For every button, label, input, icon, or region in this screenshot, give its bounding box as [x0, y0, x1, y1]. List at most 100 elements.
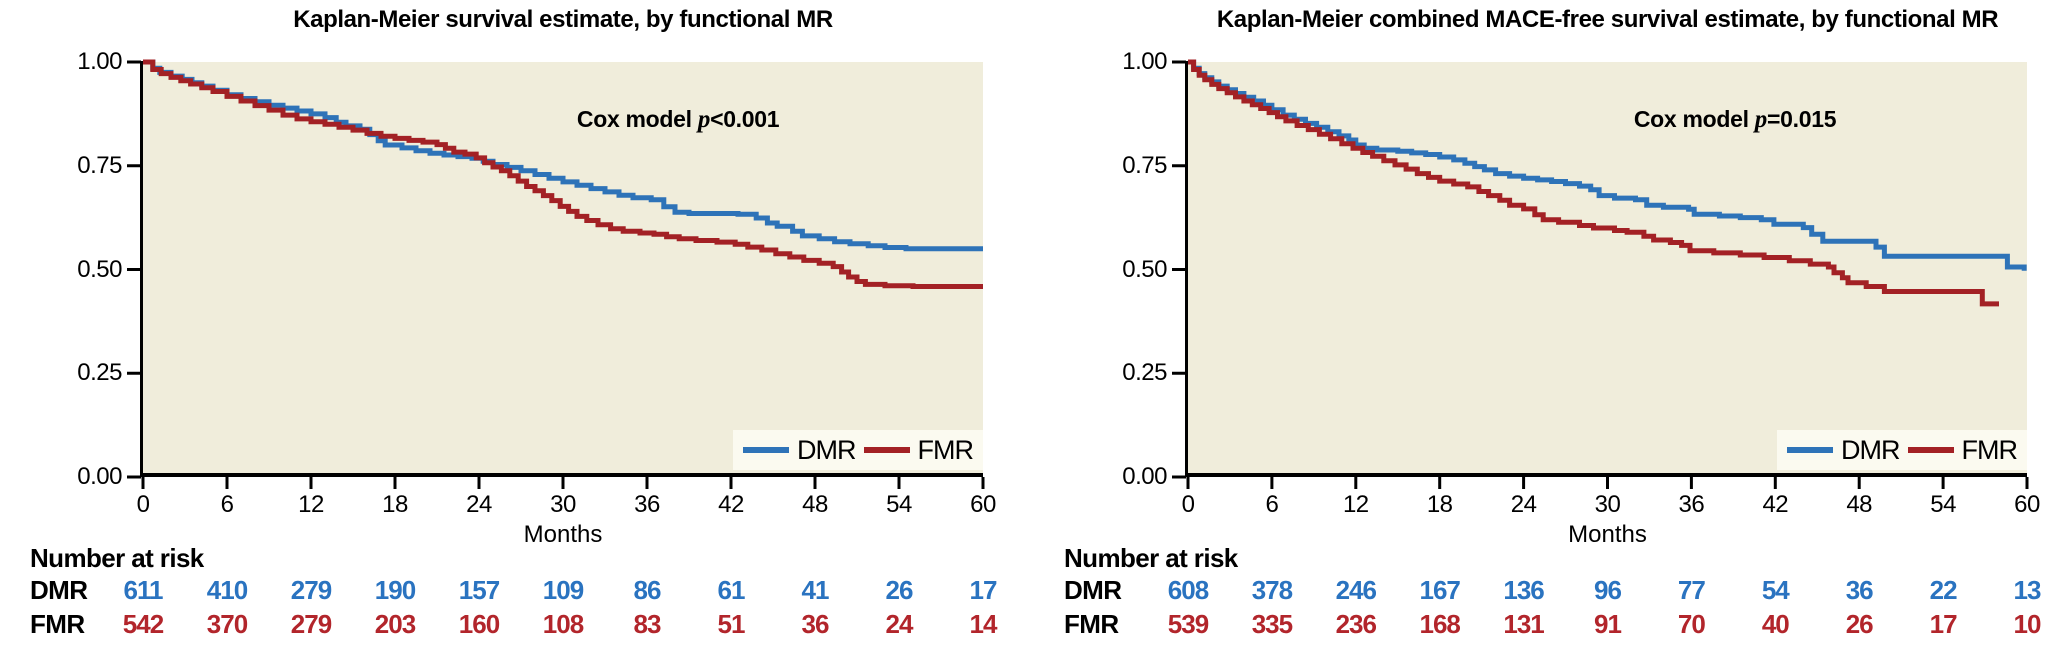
- dmr-line-swatch: [743, 447, 789, 453]
- risk-count: 61: [717, 575, 746, 605]
- x-axis-label: Months: [1568, 521, 1647, 548]
- x-tick-label: 48: [1846, 491, 1873, 518]
- risk-table-heading: Number at risk: [30, 543, 204, 573]
- x-tick-label: 54: [886, 491, 912, 518]
- survival-curve-dmr: [1188, 59, 2027, 271]
- fmr-line-swatch: [863, 447, 910, 453]
- x-tick-label: 0: [136, 491, 150, 518]
- p-value: =0.015: [1767, 106, 1837, 132]
- risk-count: 542: [122, 609, 164, 639]
- x-tick-label: 42: [718, 491, 744, 518]
- risk-count: 70: [1677, 609, 1706, 639]
- y-tick-label: 0.00: [77, 463, 122, 490]
- x-tick-label: 30: [1594, 491, 1621, 518]
- p-symbol: p: [1754, 106, 1768, 133]
- risk-count: 109: [542, 575, 584, 605]
- x-tick-label: 18: [1426, 491, 1453, 518]
- risk-count: 279: [290, 609, 332, 639]
- x-tick-label: 6: [220, 491, 234, 518]
- survival-curve-fmr: [1188, 59, 1999, 307]
- risk-row-label: FMR: [30, 609, 85, 639]
- risk-count: 24: [885, 609, 914, 639]
- x-tick-label: 42: [1762, 491, 1789, 518]
- risk-count: 22: [1929, 575, 1958, 605]
- risk-row-dmr: DMR 608 378 246 167 136 96 77 54 36 22 13: [1034, 575, 2067, 607]
- chart-title: Kaplan-Meier combined MACE-free survival…: [1216, 6, 1999, 33]
- x-tick-label: 12: [298, 491, 324, 518]
- risk-count: 168: [1419, 609, 1460, 639]
- risk-count: 335: [1251, 609, 1293, 639]
- plot-canvas: [127, 59, 985, 489]
- risk-count: 36: [1845, 575, 1874, 605]
- risk-count: 608: [1167, 575, 1209, 605]
- x-tick-label: 18: [382, 491, 408, 518]
- risk-count: 160: [458, 609, 500, 639]
- plot-area: [143, 62, 983, 477]
- risk-count: 14: [969, 609, 998, 639]
- legend: DMR FMR: [733, 430, 983, 470]
- risk-count: 36: [801, 609, 830, 639]
- x-tick-label: 48: [802, 491, 828, 518]
- fmr-line-swatch: [1907, 447, 1954, 453]
- x-tick-label: 36: [634, 491, 660, 518]
- chart-title: Kaplan-Meier survival estimate, by funct…: [293, 6, 833, 33]
- legend: DMR FMR: [1777, 430, 2027, 470]
- risk-count: 611: [123, 575, 164, 605]
- y-tick-label: 1.00: [77, 48, 122, 75]
- y-tick-label: 0.25: [1122, 359, 1167, 387]
- risk-count: 86: [633, 575, 662, 605]
- risk-count: 108: [542, 609, 584, 639]
- y-tick-label: 0.00: [1122, 463, 1167, 490]
- risk-row-fmr: FMR 539 335 236 168 131 91 70 40 26 17 10: [1034, 609, 2067, 641]
- risk-row-label: DMR: [1064, 575, 1122, 605]
- risk-count: 131: [1503, 609, 1544, 639]
- risk-count: 236: [1335, 609, 1377, 639]
- risk-count: 13: [2013, 575, 2042, 605]
- y-tick-label: 0.50: [1122, 255, 1167, 283]
- risk-count: 17: [969, 575, 998, 605]
- x-tick-label: 24: [1510, 491, 1537, 518]
- y-tick-label: 1.00: [1122, 48, 1167, 75]
- legend-label-fmr: FMR: [1961, 434, 2018, 465]
- risk-count: 246: [1335, 575, 1377, 605]
- risk-count: 96: [1594, 575, 1622, 605]
- cox-prefix: Cox model: [1633, 106, 1755, 132]
- p-symbol: p: [697, 106, 711, 133]
- risk-count: 203: [374, 609, 416, 639]
- risk-row-fmr: FMR 542 370 279 203 160 108 83 51 36 24 14: [0, 609, 1033, 641]
- risk-count: 77: [1677, 575, 1706, 605]
- x-tick-label: 0: [1181, 491, 1195, 518]
- risk-count: 370: [206, 609, 248, 639]
- risk-count: 167: [1419, 575, 1460, 605]
- x-tick-label: 60: [970, 491, 996, 518]
- legend-label-dmr: DMR: [1841, 434, 1900, 465]
- y-tick-label: 0.75: [1122, 151, 1167, 179]
- x-tick-label: 24: [466, 491, 492, 518]
- plot-canvas: [1172, 59, 2029, 489]
- dmr-line-swatch: [1787, 447, 1833, 453]
- x-axis-label: Months: [523, 521, 603, 548]
- risk-count: 410: [206, 575, 248, 605]
- risk-count: 10: [2013, 609, 2042, 639]
- legend-label-dmr: DMR: [797, 434, 856, 465]
- x-tick-label: 12: [1342, 491, 1369, 518]
- risk-count: 26: [1845, 609, 1874, 639]
- cox-model-annotation: Cox model p=0.015: [1633, 106, 1837, 134]
- p-value: <0.001: [710, 106, 780, 132]
- x-tick-label: 6: [1265, 491, 1279, 518]
- risk-count: 17: [1929, 609, 1958, 639]
- risk-count: 40: [1761, 609, 1790, 639]
- x-tick-label: 36: [1678, 491, 1705, 518]
- legend-label-fmr: FMR: [917, 434, 974, 465]
- x-tick-label: 30: [550, 491, 576, 518]
- risk-count: 26: [885, 575, 914, 605]
- risk-count: 41: [801, 575, 830, 605]
- risk-count: 190: [374, 575, 416, 605]
- risk-row-dmr: DMR 611 410 279 190 157 109 86 61 41 26 17: [0, 575, 1033, 607]
- risk-count: 539: [1167, 609, 1209, 639]
- risk-count: 279: [290, 575, 332, 605]
- risk-count: 91: [1594, 609, 1622, 639]
- right-chart-panel: Kaplan-Meier combined MACE-free survival…: [1034, 0, 2067, 661]
- risk-count: 83: [633, 609, 662, 639]
